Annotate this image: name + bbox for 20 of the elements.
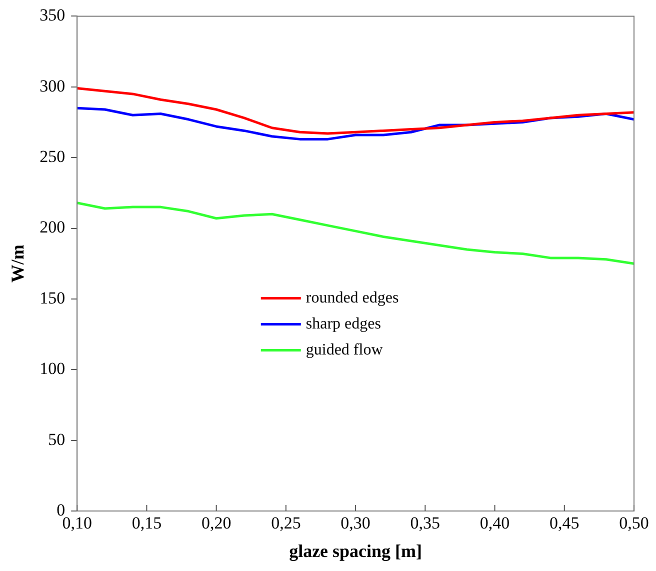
y-tick-label: 100 [40,359,66,378]
x-tick-label: 0,50 [619,514,649,533]
legend-label: sharp edges [306,315,381,332]
x-tick-label: 0,25 [271,514,301,533]
x-tick-label: 0,40 [480,514,510,533]
y-tick-label: 200 [40,218,66,237]
x-tick-label: 0,15 [132,514,162,533]
x-tick-label: 0,35 [410,514,440,533]
x-tick-label: 0,30 [340,514,370,533]
x-axis-title: glaze spacing [m] [289,540,422,561]
y-tick-label: 250 [40,147,66,166]
y-tick-label: 50 [48,430,66,449]
legend-label: guided flow [306,341,384,358]
y-tick-label: 350 [40,6,66,25]
y-tick-label: 150 [40,288,66,308]
y-tick-label: 300 [40,76,66,96]
x-tick-label: 0,45 [550,514,580,533]
legend-label: rounded edges [306,289,399,306]
x-tick-label: 0,20 [201,514,232,533]
y-axis-title: W/m [7,244,28,283]
